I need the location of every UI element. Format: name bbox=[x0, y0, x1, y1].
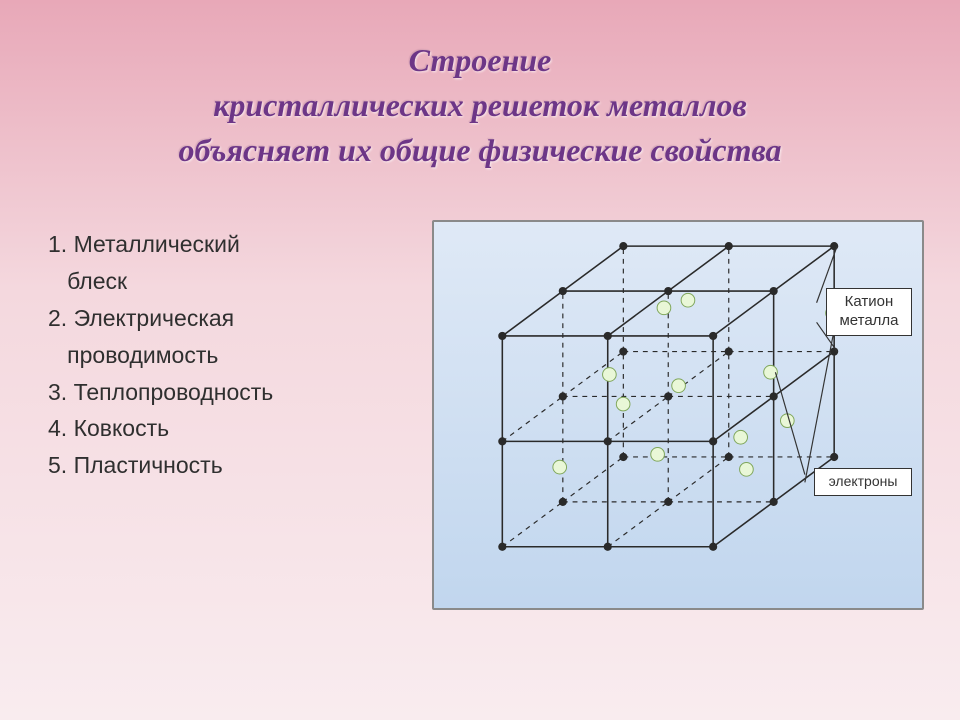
lattice-diagram-panel: Катион металла электроны bbox=[432, 220, 924, 610]
label-cation: Катион металла bbox=[826, 288, 912, 336]
list-line: 2. Электрическая bbox=[48, 300, 420, 337]
label-electron-text: электроны bbox=[829, 473, 898, 489]
label-cation-line2: металла bbox=[835, 312, 903, 331]
label-cation-line1: Катион bbox=[835, 293, 903, 312]
content-row: 1. Металлический блеск2. Электрическая п… bbox=[0, 172, 960, 610]
list-line: 5. Пластичность bbox=[48, 447, 420, 484]
properties-list: 1. Металлический блеск2. Электрическая п… bbox=[48, 220, 420, 610]
label-electron: электроны bbox=[814, 468, 912, 496]
title-line-2: кристаллических решеток металлов bbox=[24, 83, 936, 128]
lattice-svg bbox=[434, 222, 922, 608]
list-line: 3. Теплопроводность bbox=[48, 374, 420, 411]
title-line-3: объясняет их общие физические свойства bbox=[24, 128, 936, 173]
title-block: Строение кристаллических решеток металло… bbox=[0, 0, 960, 172]
title-line-1: Строение bbox=[24, 38, 936, 83]
list-line: проводимость bbox=[48, 337, 420, 374]
list-line: 4. Ковкость bbox=[48, 410, 420, 447]
list-line: блеск bbox=[48, 263, 420, 300]
list-line: 1. Металлический bbox=[48, 226, 420, 263]
